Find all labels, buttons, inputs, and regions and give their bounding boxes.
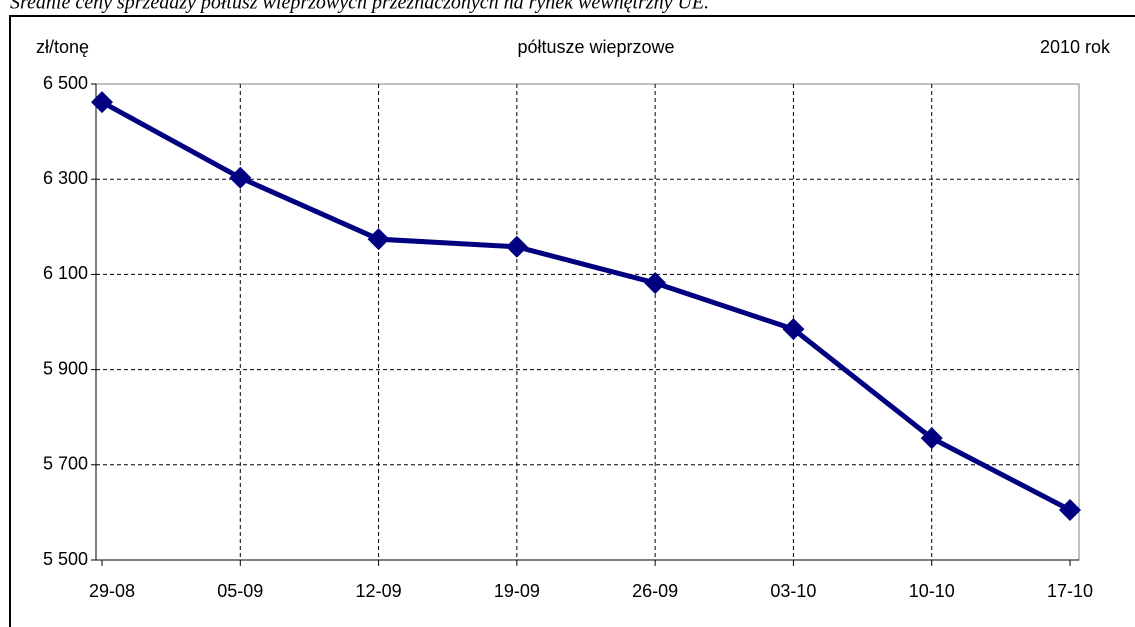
x-tick-label: 12-09 <box>356 581 402 601</box>
y-tick-label: 6 100 <box>43 263 88 283</box>
marker <box>920 427 943 450</box>
y-tick-label: 6 300 <box>43 168 88 188</box>
x-tick-label: 10-10 <box>909 581 955 601</box>
x-tick-label: 19-09 <box>494 581 540 601</box>
marker <box>367 228 390 251</box>
x-tick-label: 03-10 <box>770 581 816 601</box>
chart-title: Średnie ceny sprzedaży półtusz wieprzowy… <box>10 0 709 14</box>
x-tick-label: 29-08 <box>89 581 135 601</box>
marker <box>505 235 528 258</box>
plot-area <box>95 83 1080 561</box>
line-series <box>100 99 1072 513</box>
marker <box>1059 499 1081 522</box>
y-tick-label: 5 500 <box>43 549 88 569</box>
x-tick-label: 05-09 <box>217 581 263 601</box>
y-tick-label: 5 700 <box>43 454 88 474</box>
marker <box>782 318 805 341</box>
y-tick-label: 6 500 <box>43 73 88 93</box>
x-tick-label: 17-10 <box>1047 581 1093 601</box>
y-axis-label: zł/tonę <box>36 37 89 57</box>
chart-subtitle: półtusze wieprzowe <box>517 37 674 57</box>
marker <box>644 271 667 294</box>
marker <box>229 166 252 189</box>
marker <box>91 91 113 114</box>
annotation: 2010 rok <box>1040 37 1111 57</box>
x-tick-label: 26-09 <box>632 581 678 601</box>
y-tick-label: 5 900 <box>43 358 88 378</box>
